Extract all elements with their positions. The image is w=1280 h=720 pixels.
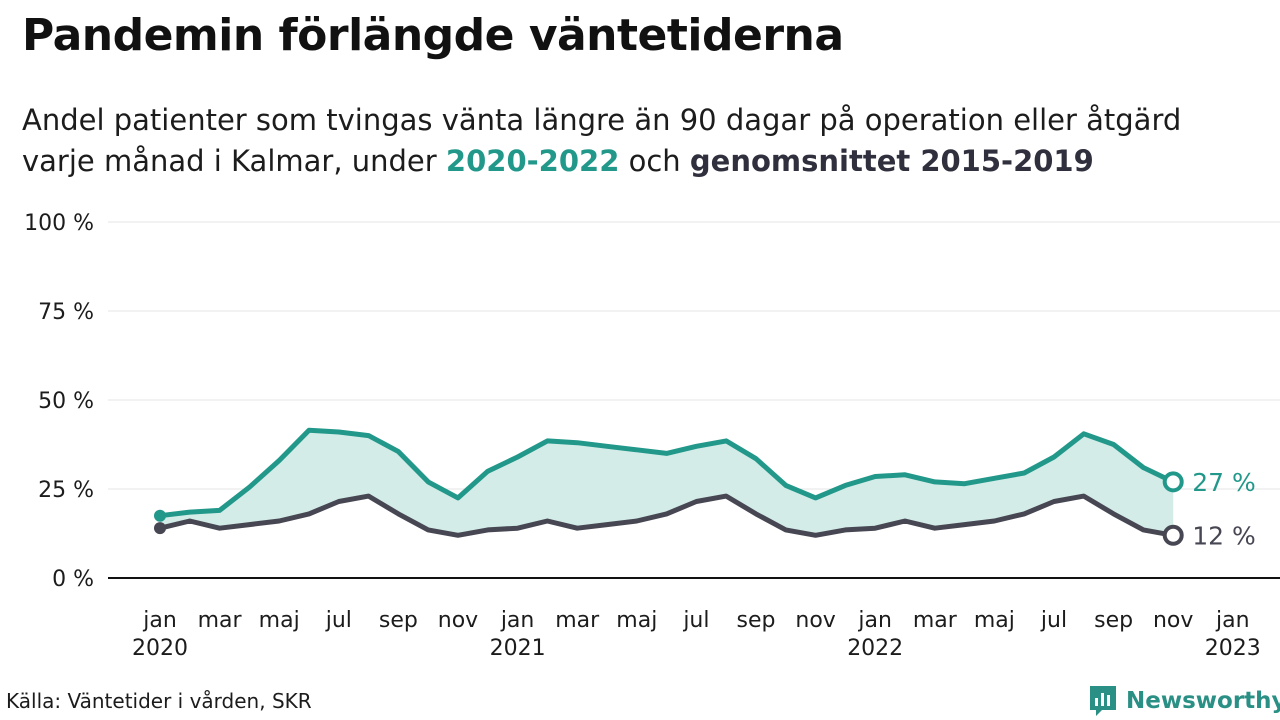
end-point-average	[1162, 524, 1184, 546]
series-lines	[157, 427, 1176, 538]
subtitle-text: varje månad i Kalmar, under	[22, 144, 446, 178]
x-tick-label: maj	[974, 608, 1015, 633]
series-line-average-2015-2019	[157, 493, 1176, 538]
newsworthy-logo-text: Newsworthy	[1126, 688, 1280, 714]
x-tick-year-label: 2022	[847, 636, 903, 661]
y-tick-label: 75 %	[38, 300, 94, 325]
subtitle-text-connector: och	[619, 144, 690, 178]
x-tick-label: jul	[682, 608, 709, 633]
x-tick-label: jul	[325, 608, 352, 633]
x-tick-label: nov	[438, 608, 478, 633]
x-tick-label: jan	[500, 608, 535, 633]
subtitle-line-1: Andel patienter som tvingas vänta längre…	[22, 103, 1182, 137]
x-tick-year-label: 2023	[1205, 636, 1261, 661]
x-tick-label: mar	[913, 608, 958, 633]
difference-area	[160, 430, 1174, 536]
x-tick-label: maj	[259, 608, 300, 633]
start-point-2020-2022	[154, 509, 166, 522]
y-tick-label: 50 %	[38, 389, 94, 414]
x-tick-year-label: 2020	[132, 636, 188, 661]
series-line-2020-2022	[157, 427, 1176, 519]
x-tick-label: sep	[379, 608, 418, 633]
subtitle-line-2: varje månad i Kalmar, under 2020-2022 oc…	[22, 141, 1280, 182]
chart-title: Pandemin förlängde väntetiderna	[22, 10, 844, 61]
end-point-2020-2022	[1162, 471, 1184, 493]
y-tick-label: 25 %	[38, 478, 94, 503]
x-tick-label: jan	[857, 608, 892, 633]
x-tick-label: sep	[737, 608, 776, 633]
source-note: Källa: Väntetider i vården, SKR	[6, 689, 312, 713]
end-label-average: 12 %	[1192, 521, 1256, 550]
x-tick-label: jan	[1215, 608, 1250, 633]
newsworthy-logo-icon	[1090, 686, 1116, 716]
end-label-2020-2022: 27 %	[1192, 468, 1256, 497]
chart-subtitle: Andel patienter som tvingas vänta längre…	[22, 100, 1280, 182]
x-tick-label: nov	[795, 608, 835, 633]
y-tick-label: 0 %	[52, 567, 94, 592]
subtitle-series-average: genomsnittet 2015-2019	[689, 144, 1094, 178]
x-tick-label: jan	[142, 608, 177, 633]
y-axis-labels: 0 % 25 % 50 % 75 % 100 %	[24, 211, 94, 592]
start-point-average	[154, 522, 166, 535]
newsworthy-logo: Newsworthy	[1088, 684, 1280, 718]
x-tick-label: maj	[616, 608, 657, 633]
x-tick-label: nov	[1153, 608, 1193, 633]
x-tick-label: mar	[555, 608, 600, 633]
x-tick-label: mar	[198, 608, 243, 633]
series-markers: 27 % 12 %	[154, 468, 1256, 550]
subtitle-series-2020-2022: 2020-2022	[445, 144, 620, 178]
x-tick-label: sep	[1094, 608, 1133, 633]
x-tick-year-label: 2021	[490, 636, 546, 661]
difference-area-fill	[160, 430, 1174, 536]
y-tick-label: 100 %	[24, 211, 94, 236]
x-tick-label: jul	[1040, 608, 1067, 633]
